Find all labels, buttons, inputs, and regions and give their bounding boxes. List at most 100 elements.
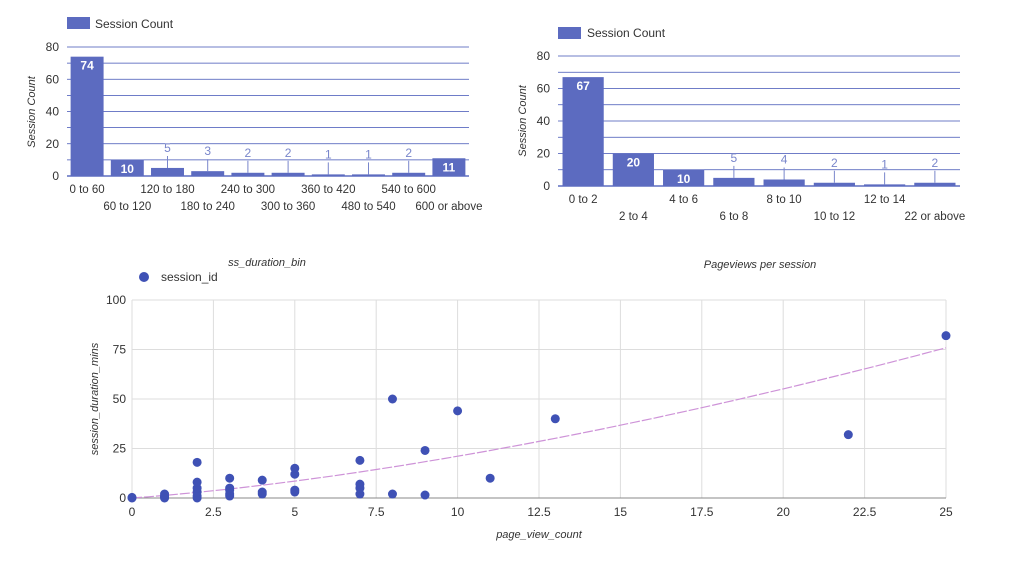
bar-data-label: 10 (121, 162, 135, 176)
x-tick-label: 17.5 (690, 505, 714, 519)
scatter-point[interactable] (355, 455, 365, 465)
bar-data-label: 67 (576, 79, 590, 93)
x-category-label: 300 to 360 (261, 201, 315, 213)
x-tick-label: 12.5 (527, 505, 551, 519)
bar[interactable] (70, 56, 104, 176)
bar[interactable] (864, 184, 906, 186)
histogram-session-duration: Session Count Session Count ss_duration_… (26, 17, 482, 269)
scatter-point[interactable] (453, 406, 463, 416)
bar[interactable] (612, 153, 654, 187)
x-category-label: 8 to 10 (767, 194, 802, 206)
scatter-point[interactable] (941, 331, 951, 341)
scatter-point[interactable] (160, 489, 170, 499)
chart3-legend-marker (139, 272, 149, 282)
chart2-legend-swatch (558, 27, 581, 39)
chart1-x-axis-title: ss_duration_bin (228, 257, 306, 269)
x-category-label: 6 to 8 (719, 211, 748, 223)
x-category-label: 0 to 60 (70, 184, 105, 196)
x-tick-label: 5 (291, 505, 298, 519)
histogram-pageviews: Session Count Session Count Pageviews pe… (517, 26, 965, 271)
x-tick-label: 7.5 (368, 505, 385, 519)
x-tick-label: 15 (614, 505, 628, 519)
x-category-label: 4 to 6 (669, 194, 698, 206)
scatter-point[interactable] (420, 490, 430, 500)
y-tick-label: 60 (46, 72, 60, 86)
bar-data-label: 1 (881, 157, 888, 171)
x-category-label: 240 to 300 (221, 184, 275, 196)
chart2-y-axis-title: Session Count (517, 84, 529, 156)
bar[interactable] (151, 167, 184, 176)
y-tick-label: 25 (113, 442, 127, 456)
bar[interactable] (191, 171, 225, 176)
x-category-label: 22 or above (905, 211, 966, 223)
scatter-point[interactable] (843, 430, 853, 440)
y-tick-label: 100 (106, 293, 126, 307)
x-category-label: 480 to 540 (341, 201, 395, 213)
x-category-label: 12 to 14 (864, 194, 906, 206)
bar-data-label: 20 (627, 156, 641, 170)
scatter-point[interactable] (387, 489, 397, 499)
chart2-legend-label: Session Count (587, 26, 666, 40)
x-category-label: 60 to 120 (103, 201, 151, 213)
x-category-label: 360 to 420 (301, 184, 355, 196)
chart1-legend-swatch (67, 17, 90, 29)
x-category-label: 10 to 12 (814, 211, 856, 223)
y-tick-label: 50 (113, 392, 127, 406)
y-tick-label: 40 (46, 105, 60, 119)
bar[interactable] (432, 158, 466, 176)
scatter-point[interactable] (355, 479, 365, 489)
y-tick-label: 75 (113, 343, 127, 357)
scatter-point[interactable] (420, 445, 430, 455)
chart3-x-axis-title: page_view_count (495, 529, 583, 541)
scatter-point[interactable] (257, 475, 267, 485)
bar[interactable] (914, 182, 956, 186)
scatter-point[interactable] (550, 414, 560, 424)
bar-data-label: 3 (204, 144, 211, 158)
bar[interactable] (110, 159, 144, 176)
chart1-y-axis-title: Session Count (26, 75, 38, 147)
bar[interactable] (311, 174, 345, 176)
bar-data-label: 2 (245, 146, 252, 160)
bar-data-label: 5 (164, 141, 171, 155)
chart2-x-axis-title: Pageviews per session (704, 259, 817, 271)
scatter-point[interactable] (257, 487, 267, 497)
x-category-label: 0 to 2 (569, 194, 598, 206)
x-category-label: 600 or above (415, 201, 482, 213)
scatter-point[interactable] (225, 483, 235, 493)
scatter-point[interactable] (192, 477, 202, 487)
x-category-label: 540 to 600 (382, 184, 436, 196)
scatter-point[interactable] (225, 473, 235, 483)
bar[interactable] (813, 182, 855, 186)
bar[interactable] (271, 172, 305, 176)
trendline (131, 347, 947, 499)
bar[interactable] (352, 174, 385, 176)
bar[interactable] (713, 177, 755, 186)
bar[interactable] (763, 179, 805, 187)
scatter-point[interactable] (485, 473, 495, 483)
x-tick-label: 25 (939, 505, 953, 519)
bar-data-label: 2 (932, 156, 939, 170)
scatter-duration-vs-pageviews: session_id session_duration_mins page_vi… (89, 270, 953, 541)
x-tick-label: 10 (451, 505, 465, 519)
bar[interactable] (392, 172, 426, 176)
x-category-label: 180 to 240 (181, 201, 235, 213)
scatter-point[interactable] (127, 492, 137, 502)
bar-data-label: 74 (80, 59, 94, 73)
scatter-point[interactable] (387, 394, 397, 404)
x-category-label: 2 to 4 (619, 211, 648, 223)
x-tick-label: 20 (777, 505, 791, 519)
x-category-label: 120 to 180 (140, 184, 194, 196)
scatter-point[interactable] (192, 457, 202, 467)
bar[interactable] (562, 77, 604, 186)
scatter-point[interactable] (290, 485, 300, 495)
scatter-point[interactable] (290, 463, 300, 473)
y-tick-label: 20 (46, 137, 60, 151)
y-tick-label: 80 (537, 49, 551, 63)
y-tick-label: 60 (537, 82, 551, 96)
bar-data-label: 4 (781, 153, 788, 167)
bar-data-label: 5 (731, 151, 738, 165)
bar[interactable] (231, 172, 265, 176)
y-tick-label: 0 (543, 179, 550, 193)
bar[interactable] (663, 169, 705, 186)
